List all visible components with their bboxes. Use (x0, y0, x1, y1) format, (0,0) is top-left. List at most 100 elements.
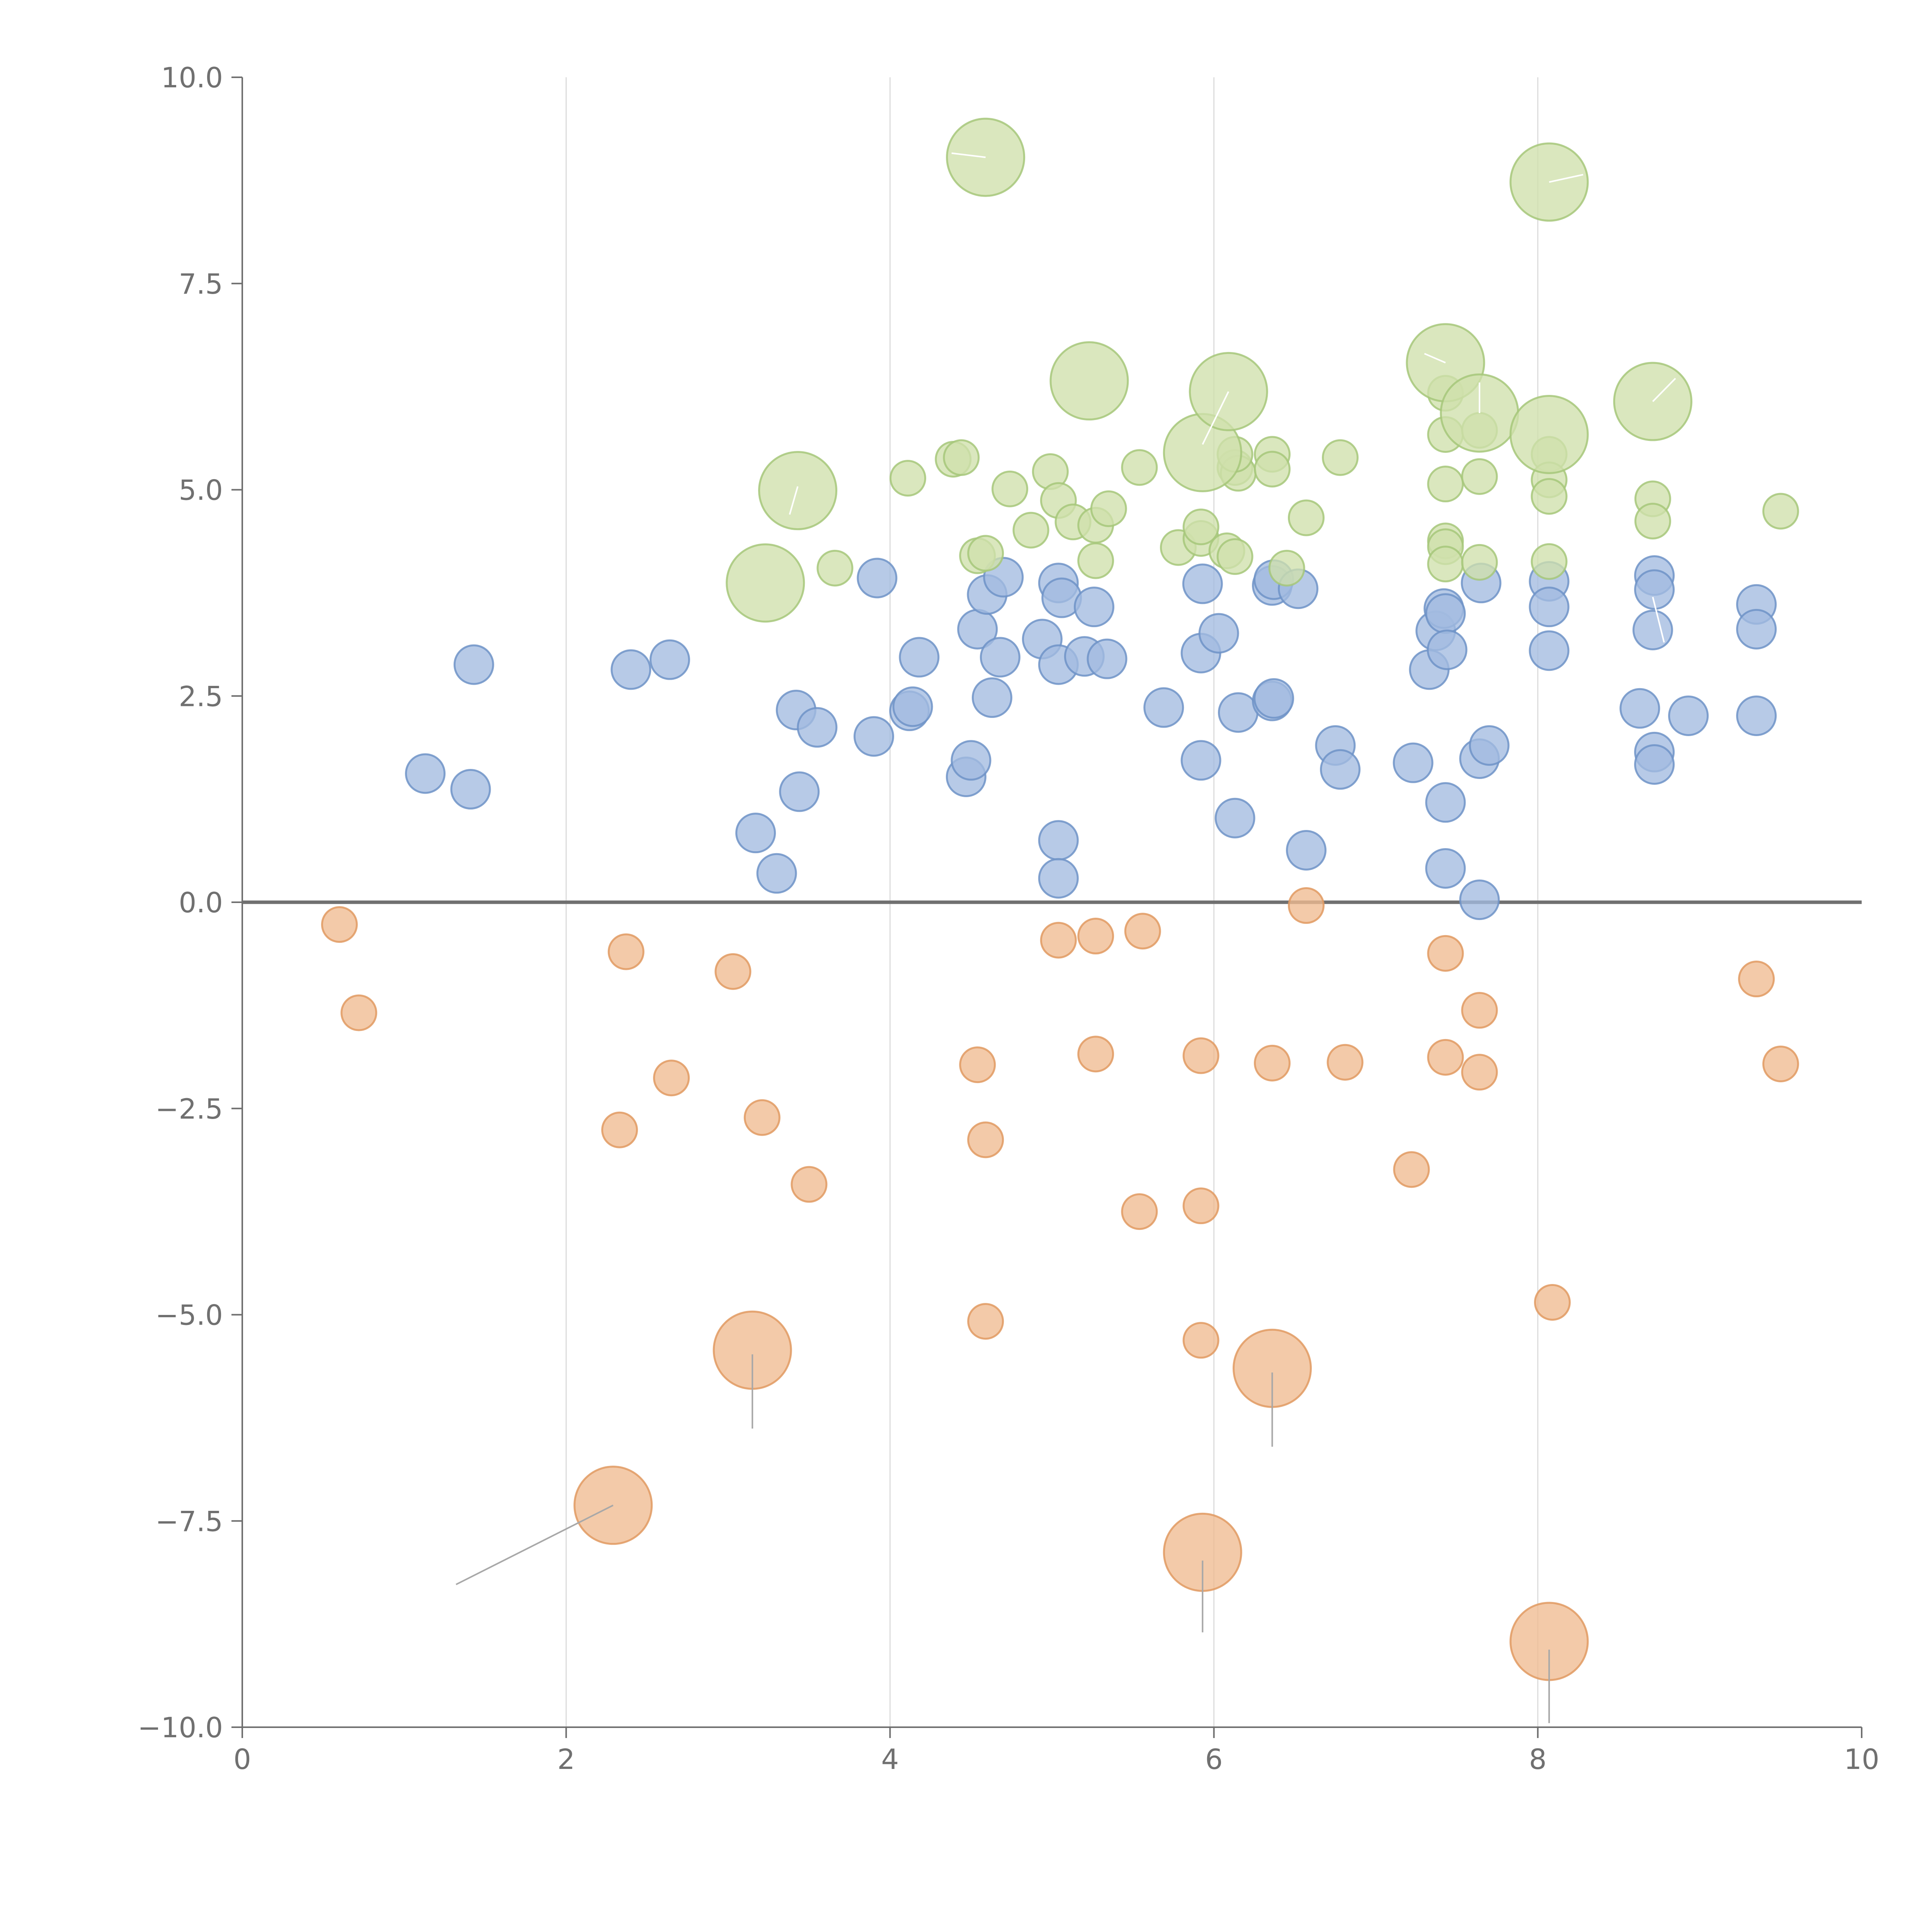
bubble-green (1216, 538, 1253, 575)
bubble-orange (1534, 1284, 1571, 1321)
bubble-green (1321, 439, 1359, 476)
callout-line-green (951, 152, 986, 158)
bubble-orange (1077, 1036, 1114, 1073)
bubble-blue (611, 649, 651, 690)
bubble-blue (1180, 740, 1221, 781)
bubble-green (943, 439, 980, 476)
bubble-orange (1738, 961, 1775, 998)
bubble-blue (1182, 563, 1223, 604)
y-tick-label: 2.5 (179, 680, 223, 713)
bubble-orange (1124, 913, 1161, 950)
bubble-green (1268, 549, 1305, 587)
bubble-blue (892, 686, 933, 727)
bubble-blue (1632, 609, 1673, 650)
bubble-green (758, 451, 838, 531)
series-orange (321, 887, 1799, 1681)
bubble-blue (450, 769, 491, 810)
bubble-green (992, 470, 1029, 507)
bubble-blue (899, 637, 940, 678)
y-tick-label: −7.5 (155, 1505, 223, 1537)
bubble-green (1461, 458, 1498, 495)
bubble-orange (1182, 1187, 1219, 1225)
y-tick-label: −10.0 (138, 1711, 223, 1744)
bubble-blue (1393, 742, 1434, 783)
y-tick-label: 7.5 (179, 268, 223, 300)
bubble-green (1090, 490, 1127, 527)
bubble-blue (1634, 569, 1675, 610)
bubble-blue (857, 558, 898, 599)
bubble-orange (714, 953, 752, 990)
bubble-blue (971, 677, 1012, 718)
bubble-blue (1619, 688, 1660, 729)
bubble-blue (1469, 725, 1510, 766)
bubble-green (1509, 395, 1589, 474)
bubble-blue (1427, 629, 1468, 670)
series-blue (405, 555, 1777, 920)
bubble-orange (607, 933, 645, 970)
bubble-blue (405, 753, 446, 794)
bubble-blue (1198, 613, 1239, 654)
x-tick-label: 10 (1844, 1743, 1879, 1776)
bubble-blue (951, 740, 992, 781)
bubble-orange (743, 1099, 781, 1136)
x-tick-label: 2 (557, 1743, 575, 1776)
bubble-blue (649, 639, 690, 680)
bubble-blue (756, 853, 797, 894)
callout-line-blue (1652, 597, 1665, 643)
callout-layer (456, 152, 1676, 1723)
bubble-green (726, 543, 805, 623)
bubble-blue (735, 813, 776, 854)
bubble-orange (1393, 1151, 1430, 1188)
bubble-green (1427, 466, 1464, 503)
bubble-green (1287, 499, 1325, 536)
bubble-green (889, 460, 927, 497)
bubble-green (1427, 546, 1464, 583)
bubble-orange (967, 1121, 1004, 1158)
x-tick-label: 4 (881, 1743, 899, 1776)
bubble-blue (1736, 609, 1777, 650)
bubble-green (816, 549, 854, 587)
bubble-orange (653, 1060, 690, 1097)
bubble-blue (1459, 879, 1500, 920)
bubble-orange (321, 906, 358, 943)
bubble-orange (791, 1166, 828, 1203)
callout-line-green (789, 486, 799, 515)
bubble-blue (1320, 749, 1361, 790)
bubble-orange (1040, 922, 1077, 959)
callout-line-green (1424, 353, 1446, 364)
y-tick-label: −2.5 (155, 1093, 223, 1125)
bubble-blue (1425, 593, 1466, 634)
bubble-green (1049, 341, 1129, 421)
bubble-orange (1121, 1193, 1158, 1230)
bubble-green (1182, 509, 1219, 546)
bubble-orange (1461, 1054, 1498, 1091)
bubble-orange (340, 994, 378, 1031)
bubble-blue (1529, 587, 1570, 628)
callout-line-orange (456, 1504, 614, 1585)
y-tick-label: −5.0 (155, 1299, 223, 1332)
bubble-green (1121, 449, 1158, 486)
bubble-blue (1038, 858, 1079, 899)
bubble-blue (1253, 678, 1294, 719)
points-layer (321, 117, 1799, 1681)
callout-line-green (1202, 391, 1230, 445)
bubble-green (1012, 512, 1049, 549)
bubble-blue (1425, 848, 1466, 889)
bubble-blue (1425, 782, 1466, 823)
bubble-blue (1143, 687, 1184, 728)
bubble-orange (1253, 1044, 1291, 1082)
bubble-green (1461, 544, 1498, 581)
bubble-blue (1073, 587, 1114, 628)
bubble-blue (1218, 692, 1259, 733)
bubble-blue (1286, 830, 1327, 871)
bubble-green (967, 535, 1004, 572)
bubble-orange (1427, 935, 1464, 972)
bubble-green (1531, 543, 1568, 580)
callout-line-green (1549, 173, 1583, 183)
bubble-blue (1038, 820, 1079, 861)
bubble-green (1077, 542, 1114, 579)
bubble-orange (1077, 918, 1114, 955)
callout-line-green (1652, 378, 1676, 402)
bubble-blue (453, 644, 494, 685)
